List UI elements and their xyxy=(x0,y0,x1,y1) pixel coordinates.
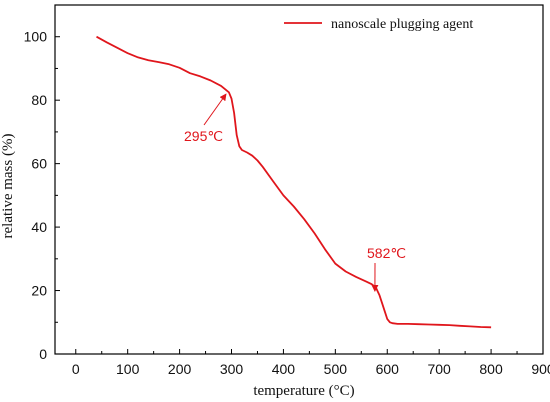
y-tick-label: 100 xyxy=(24,29,48,45)
series-line-0 xyxy=(96,35,492,329)
plot-frame xyxy=(54,4,544,355)
x-tick-label: 400 xyxy=(272,361,296,377)
y-tick-label: 0 xyxy=(39,346,47,362)
y-tick-label: 80 xyxy=(31,92,47,108)
x-axis-title: temperature (°C) xyxy=(253,383,354,399)
y-tick-label: 40 xyxy=(31,219,47,235)
x-tick-label: 0 xyxy=(72,361,80,377)
x-tick-label: 200 xyxy=(168,361,192,377)
y-tick-label: 20 xyxy=(31,283,47,299)
x-tick-label: 600 xyxy=(376,361,400,377)
x-tick-label: 500 xyxy=(324,361,348,377)
y-axis-title: relative mass (%) xyxy=(0,134,16,239)
annotation-582: 582℃ xyxy=(367,245,406,261)
x-tick-label: 100 xyxy=(116,361,140,377)
x-tick-label: 800 xyxy=(479,361,503,377)
annotation-arrow-0 xyxy=(203,93,227,126)
x-tick-label: 300 xyxy=(220,361,244,377)
x-tick-label: 900 xyxy=(531,361,550,377)
y-tick-label: 60 xyxy=(31,156,47,172)
x-tick-label: 700 xyxy=(427,361,451,377)
annotation-295: 295℃ xyxy=(184,128,223,144)
legend-label: nanoscale plugging agent xyxy=(331,17,473,32)
